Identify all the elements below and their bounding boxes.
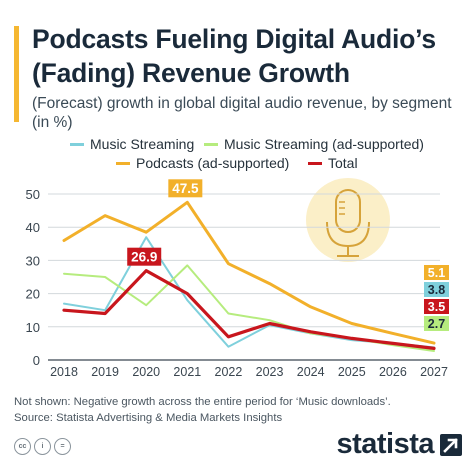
brand-name: statista [336,428,434,460]
data-label: 3.8 [428,283,445,297]
y-tick-label: 20 [26,287,40,302]
data-label-box [168,179,203,198]
legend-swatch [116,161,130,165]
x-tick-label: 2025 [338,365,366,379]
chart-legend: Music Streaming Music Streaming (ad-supp… [0,134,474,174]
legend-swatch [308,161,322,165]
nd-icon[interactable]: = [54,438,71,455]
brand-logo[interactable]: statista [336,428,462,461]
data-label-box [424,265,449,280]
x-tick-label: 2027 [420,365,448,379]
chart-subtitle: (Forecast) growth in global digital audi… [32,95,452,131]
legend-label: Podcasts (ad-supported) [136,155,290,171]
y-tick-label: 10 [26,320,40,335]
legend-item-music-streaming: Music Streaming [70,136,194,152]
legend-label: Total [328,155,358,171]
legend-label: Music Streaming [90,136,195,152]
y-tick-label: 0 [33,353,40,368]
data-label: 3.5 [428,300,445,314]
title-accent-bar [14,26,19,122]
legend-item-podcasts: Podcasts (ad-supported) [116,155,289,171]
data-label-box [424,299,449,314]
x-tick-label: 2019 [91,365,119,379]
legend-swatch [204,142,218,146]
footnote-note: Not shown: Negative growth across the en… [14,396,391,408]
data-label: 47.5 [172,181,199,196]
data-label-box [424,316,449,331]
x-tick-label: 2018 [50,365,78,379]
legend-item-total: Total [308,155,358,171]
data-label-box [424,282,449,297]
by-icon[interactable]: i [34,438,51,455]
line-chart: 0 10 20 30 40 50 2018 2019 2020 2021 2022 2023 2024 2… [26,178,449,379]
x-tick-label: 2024 [297,365,325,379]
footnote-source: Source: Statista Advertising & Media Mar… [14,412,283,424]
cc-icon[interactable]: cc [14,438,31,455]
x-tick-label: 2022 [215,365,243,379]
license-icons: cc i = [14,438,71,455]
microphone-icon [306,178,390,262]
series-line-total [62,269,436,350]
x-tick-label: 2023 [256,365,284,379]
legend-swatch [70,142,84,146]
statista-arrow-icon [440,433,462,456]
series-line-music-streaming-ad-supported [63,264,435,352]
legend-item-music-streaming-ad: Music Streaming (ad-supported) [204,136,424,152]
x-tick-label: 2020 [132,365,160,379]
series-line-podcasts-ad-supported [62,200,436,345]
y-tick-label: 30 [26,253,40,268]
y-tick-label: 50 [26,187,40,202]
chart-title: Podcasts Fueling Digital Audio’s (Fading… [32,24,436,88]
x-tick-label: 2021 [173,365,201,379]
y-tick-label: 40 [26,220,40,235]
data-label: 5.1 [428,266,445,280]
x-tick-label: 2026 [379,365,407,379]
data-label: 26.9 [131,249,157,264]
data-label: 2.7 [428,317,445,331]
legend-label: Music Streaming (ad-supported) [224,136,424,152]
data-label-box [127,247,162,266]
footnote: Not shown: Negative growth across the en… [14,394,464,426]
